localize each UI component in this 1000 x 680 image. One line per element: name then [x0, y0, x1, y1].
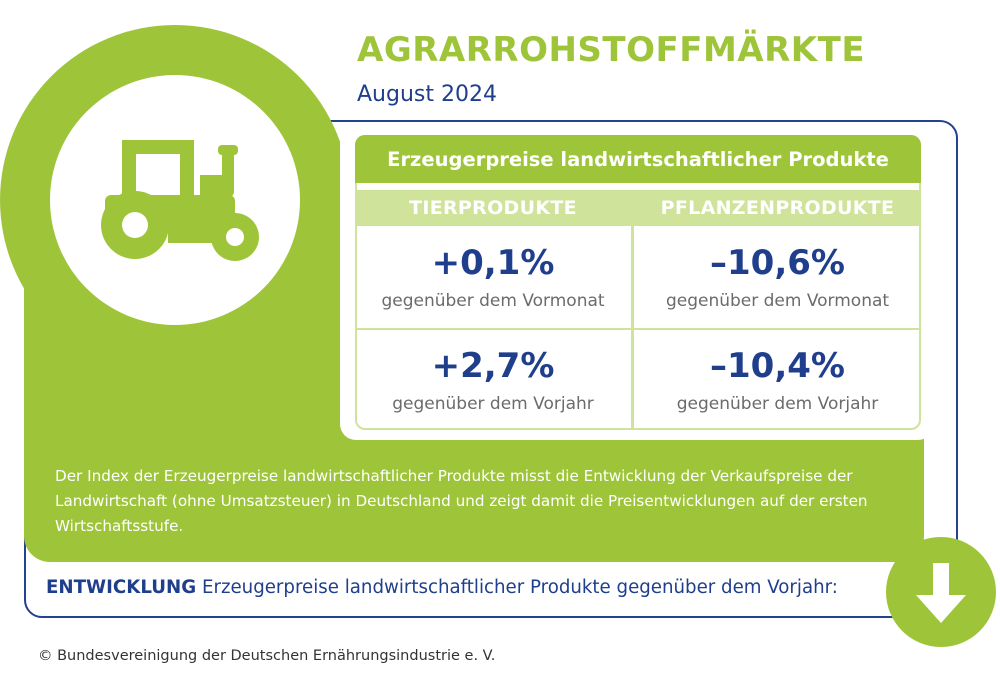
icon-circle-inner [50, 75, 300, 325]
arrow-down-svg [916, 563, 966, 623]
page-title: AGRARROHSTOFFMÄRKTE [357, 30, 866, 70]
column-divider [631, 190, 634, 430]
page-subtitle: August 2024 [357, 82, 497, 107]
entwicklung-text: Erzeugerpreise landwirtschaftlicher Prod… [196, 577, 838, 598]
cell-label: gegenüber dem Vormonat [665, 291, 890, 311]
entwicklung-heading: ENTWICKLUNG Erzeugerpreise landwirtschaf… [46, 577, 838, 598]
value-pflanzen-vormonat: –10,6% [710, 243, 845, 283]
cell-label: gegenüber dem Vormonat [381, 291, 605, 311]
cell-label: gegenüber dem Vorjahr [676, 394, 879, 414]
index-description: Der Index der Erzeugerpreise landwirtsch… [55, 467, 868, 535]
arrow-down-icon [886, 537, 996, 647]
table-cell: –10,6% gegenüber dem Vormonat [634, 228, 921, 326]
tractor-icon [101, 140, 259, 261]
table-title: Erzeugerpreise landwirtschaftlicher Prod… [355, 135, 921, 183]
value-tier-vormonat: +0,1% [431, 243, 555, 283]
column-header-tierprodukte: TIERPRODUKTE [355, 190, 631, 226]
value-tier-vorjahr: +2,7% [431, 346, 555, 386]
price-table [355, 135, 921, 430]
row-divider [355, 328, 921, 330]
value-pflanzen-vorjahr: –10,4% [710, 346, 845, 386]
entwicklung-bold: ENTWICKLUNG [46, 577, 197, 598]
table-cell: –10,4% gegenüber dem Vorjahr [634, 332, 921, 428]
table-cell: +0,1% gegenüber dem Vormonat [355, 228, 631, 326]
column-header-pflanzenprodukte: PFLANZENPRODUKTE [634, 190, 921, 226]
table-cell: +2,7% gegenüber dem Vorjahr [355, 332, 631, 428]
copyright-notice: © Bundesvereinigung der Deutschen Ernähr… [38, 648, 496, 664]
cell-label: gegenüber dem Vorjahr [392, 394, 594, 414]
